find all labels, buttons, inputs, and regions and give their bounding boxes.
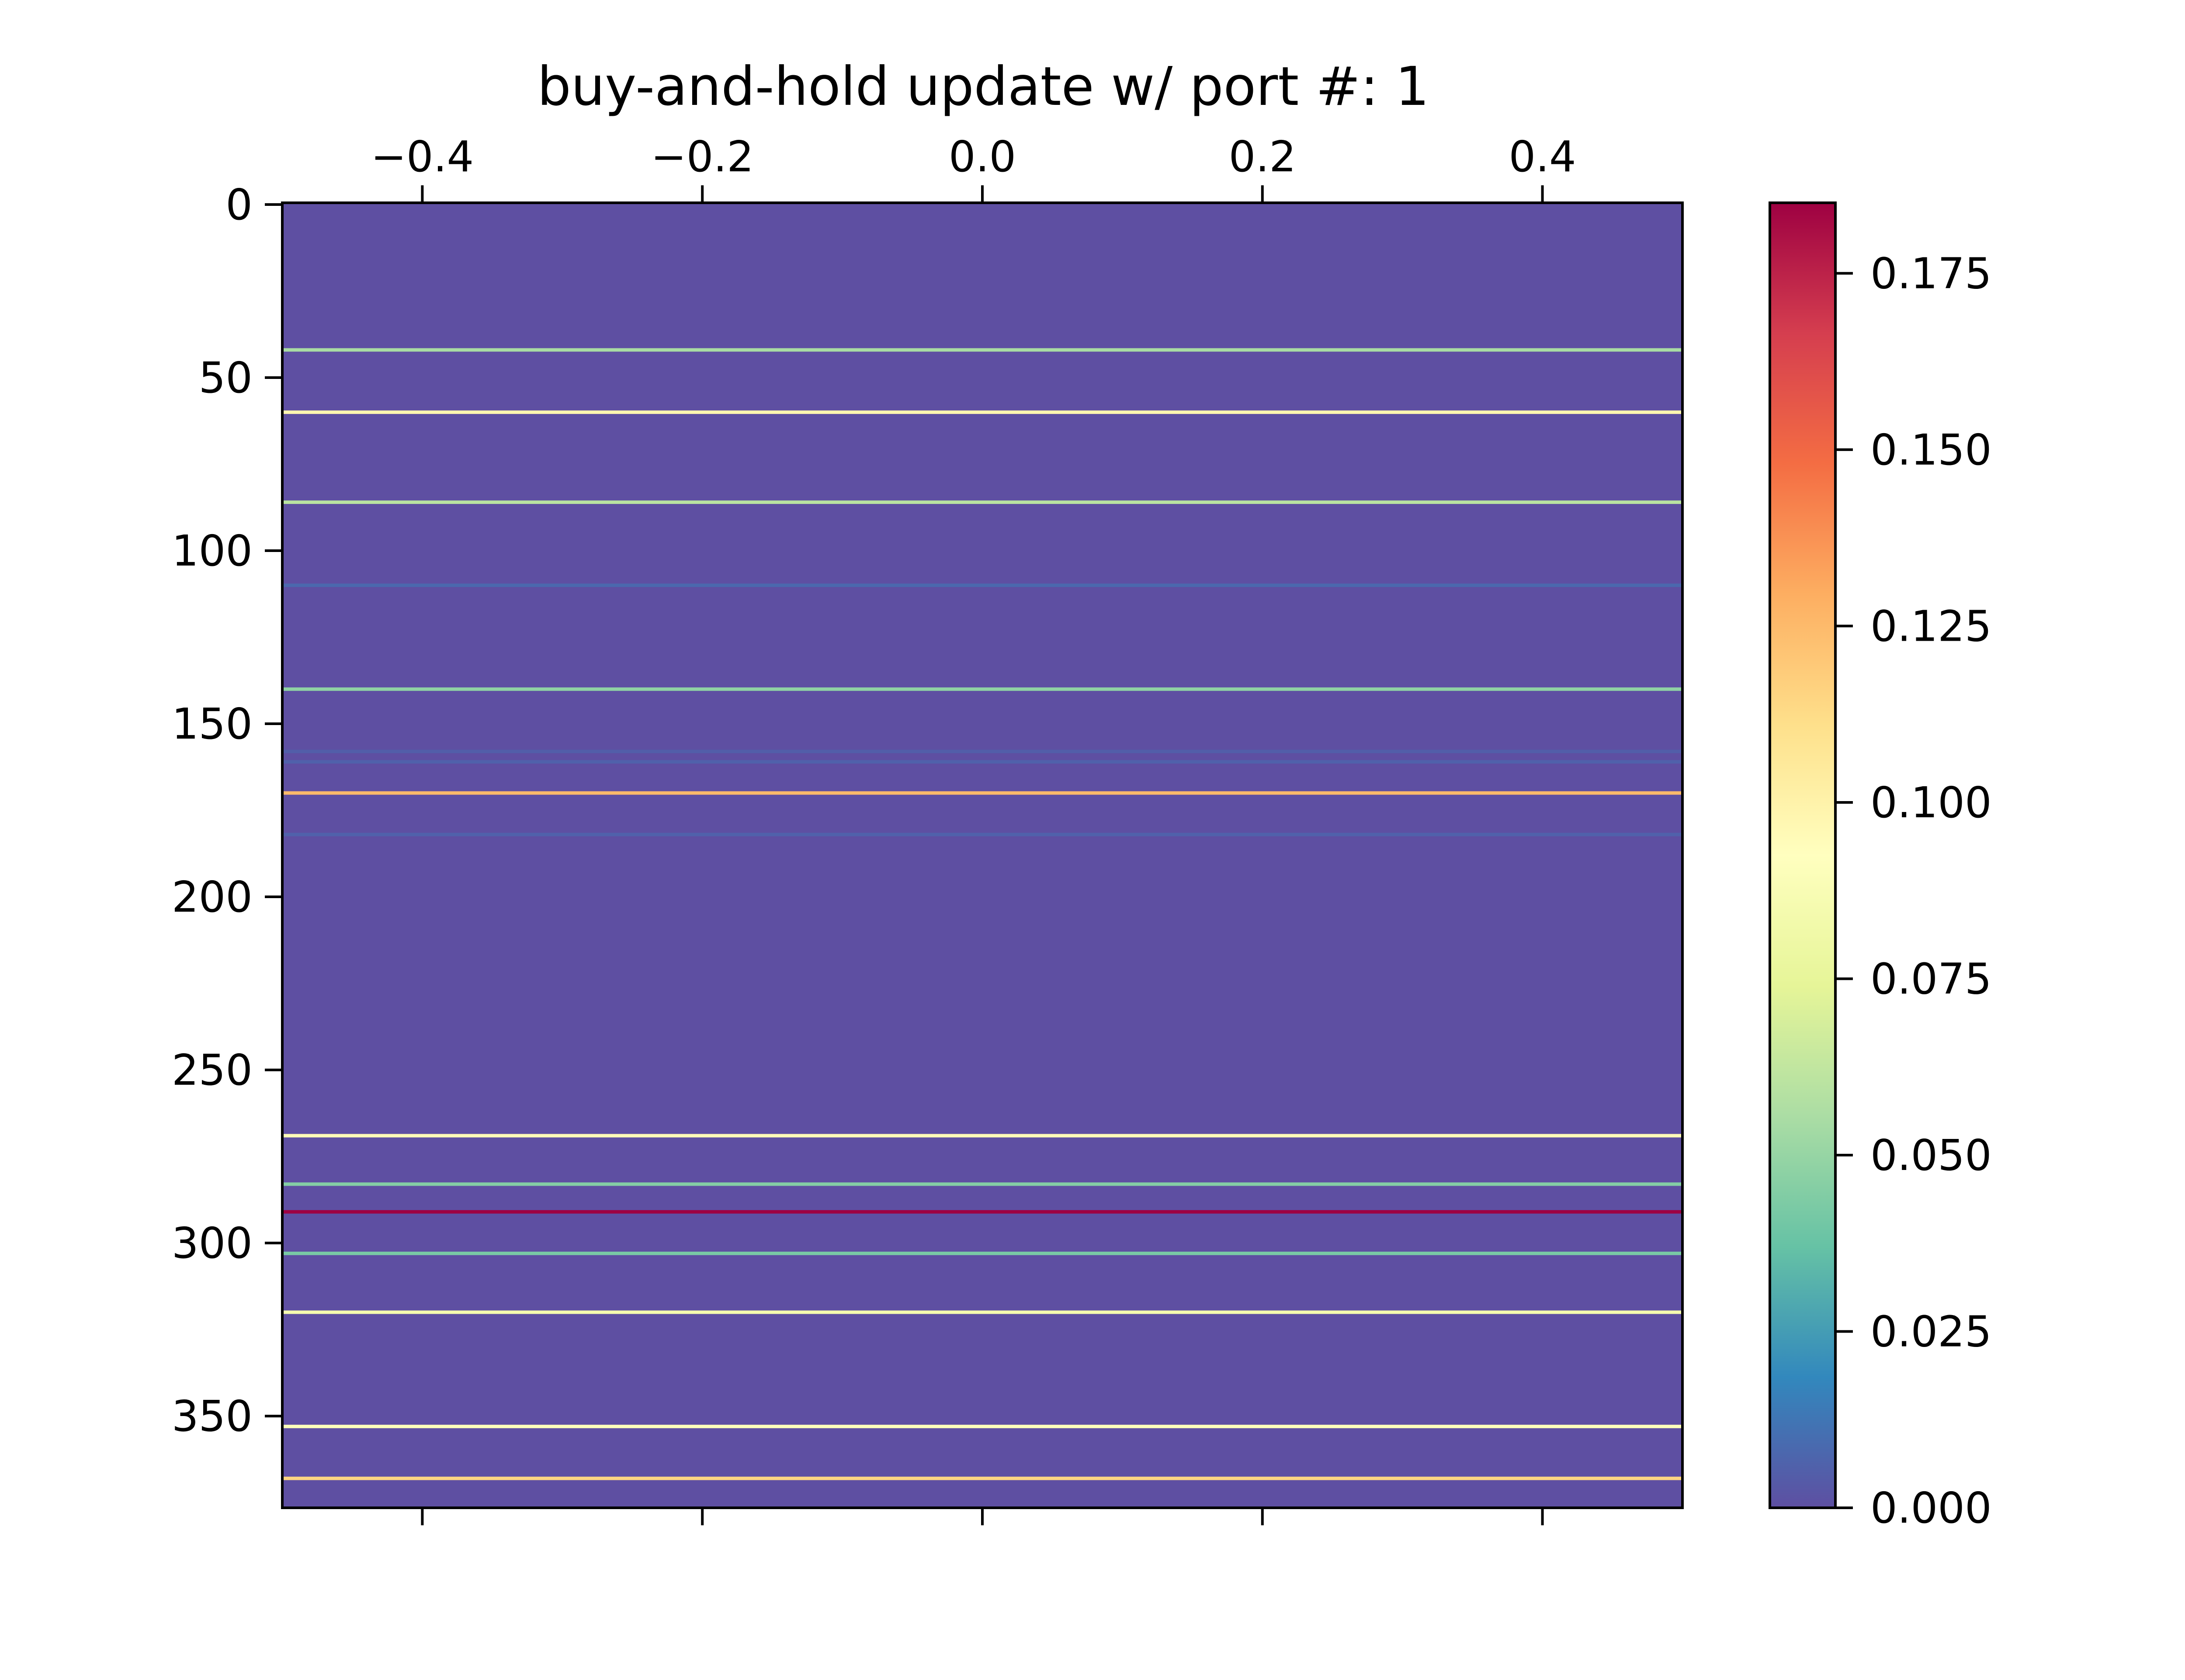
x-tick-label: 0.4 [1509, 132, 1576, 181]
heatmap-row [282, 1424, 1682, 1428]
colorbar-tick-label: 0.025 [1870, 1307, 1992, 1356]
x-tick-label: 0.2 [1229, 132, 1296, 181]
colorbar-tick-label: 0.100 [1870, 778, 1992, 827]
heatmap-row [282, 1182, 1682, 1186]
heatmap-row [282, 687, 1682, 691]
heatmap-row [282, 1134, 1682, 1138]
x-tick-label: −0.4 [371, 132, 474, 181]
colorbar-tick-label: 0.000 [1870, 1483, 1992, 1533]
y-tick-label: 350 [172, 1392, 253, 1441]
y-axis: 0 50 100 150 200 250 300 350 [172, 180, 282, 1441]
colorbar-tick-label: 0.175 [1870, 249, 1992, 298]
y-tick-label: 150 [172, 699, 253, 749]
heatmap-row [282, 1251, 1682, 1255]
heatmap-row [282, 1310, 1682, 1314]
y-tick-label: 250 [172, 1045, 253, 1095]
colorbar-tick-label: 0.050 [1870, 1131, 1992, 1180]
heatmap-row [282, 1476, 1682, 1480]
heatmap-row [282, 410, 1682, 414]
y-tick-label: 300 [172, 1218, 253, 1268]
heatmap-row [282, 500, 1682, 504]
y-tick-label: 100 [172, 526, 253, 576]
heatmap-row [282, 791, 1682, 795]
heatmap-row [282, 348, 1682, 352]
chart-title: buy-and-hold update w/ port #: 1 [537, 56, 1429, 118]
heatmap-row [282, 1210, 1682, 1214]
heatmap-row [282, 760, 1682, 764]
heatmap-row [282, 583, 1682, 587]
colorbar-tick-label: 0.075 [1870, 954, 1992, 1003]
y-tick-label: 0 [225, 180, 253, 229]
colorbar-frame [1769, 201, 1837, 1509]
x-tick-label: −0.2 [651, 132, 754, 181]
y-tick-label: 50 [199, 353, 253, 403]
colorbar-tick-label: 0.150 [1870, 425, 1992, 475]
heatmap-plot-area [281, 201, 1684, 1509]
heatmap-background [282, 203, 1682, 1508]
x-tick-label: 0.0 [949, 132, 1016, 181]
y-tick-label: 200 [172, 872, 253, 922]
heatmap-row [282, 750, 1682, 753]
colorbar: 0.000 0.025 0.050 0.075 0.100 0.125 0.150 0.175 [1769, 201, 1992, 1533]
colorbar-gradient [1770, 203, 1835, 1508]
heatmap-row [282, 833, 1682, 837]
colorbar-tick-label: 0.125 [1870, 601, 1992, 651]
x-axis: −0.4 −0.2 0.0 0.2 0.4 [371, 132, 1576, 1525]
